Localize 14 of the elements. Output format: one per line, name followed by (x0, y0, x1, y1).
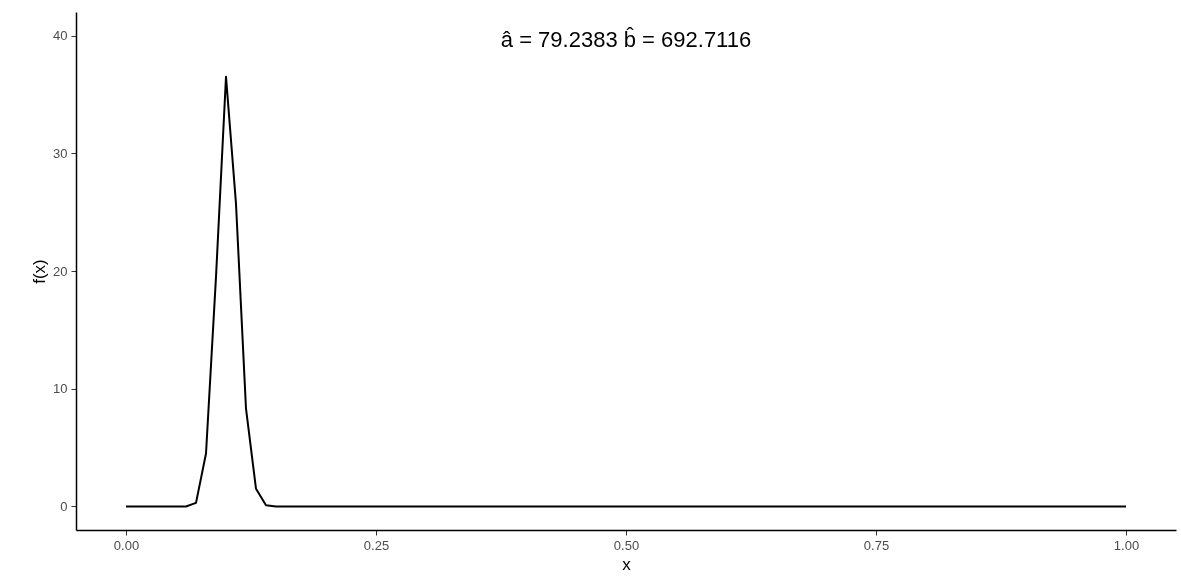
line-series (125, 75, 1127, 508)
x-tick-label: 0.00 (113, 537, 140, 553)
y-tick-label: 0 (60, 498, 68, 514)
x-tick-label: 0.75 (863, 537, 890, 553)
y-tick-label: 10 (53, 381, 68, 397)
x-tick-label: 0.50 (613, 537, 640, 553)
y-tick-label: 40 (53, 28, 68, 44)
text: â = 79.2383 b̂ = 692.7116 (500, 27, 752, 52)
y-axis-title: f(x) (30, 259, 50, 284)
x-axis-title: x (622, 554, 632, 574)
y-tick-label: 20 (53, 263, 68, 279)
y-tick-label: 30 (53, 145, 68, 161)
x-tick-label: 0.25 (363, 537, 390, 553)
x-tick-label: 1.00 (1113, 537, 1140, 553)
